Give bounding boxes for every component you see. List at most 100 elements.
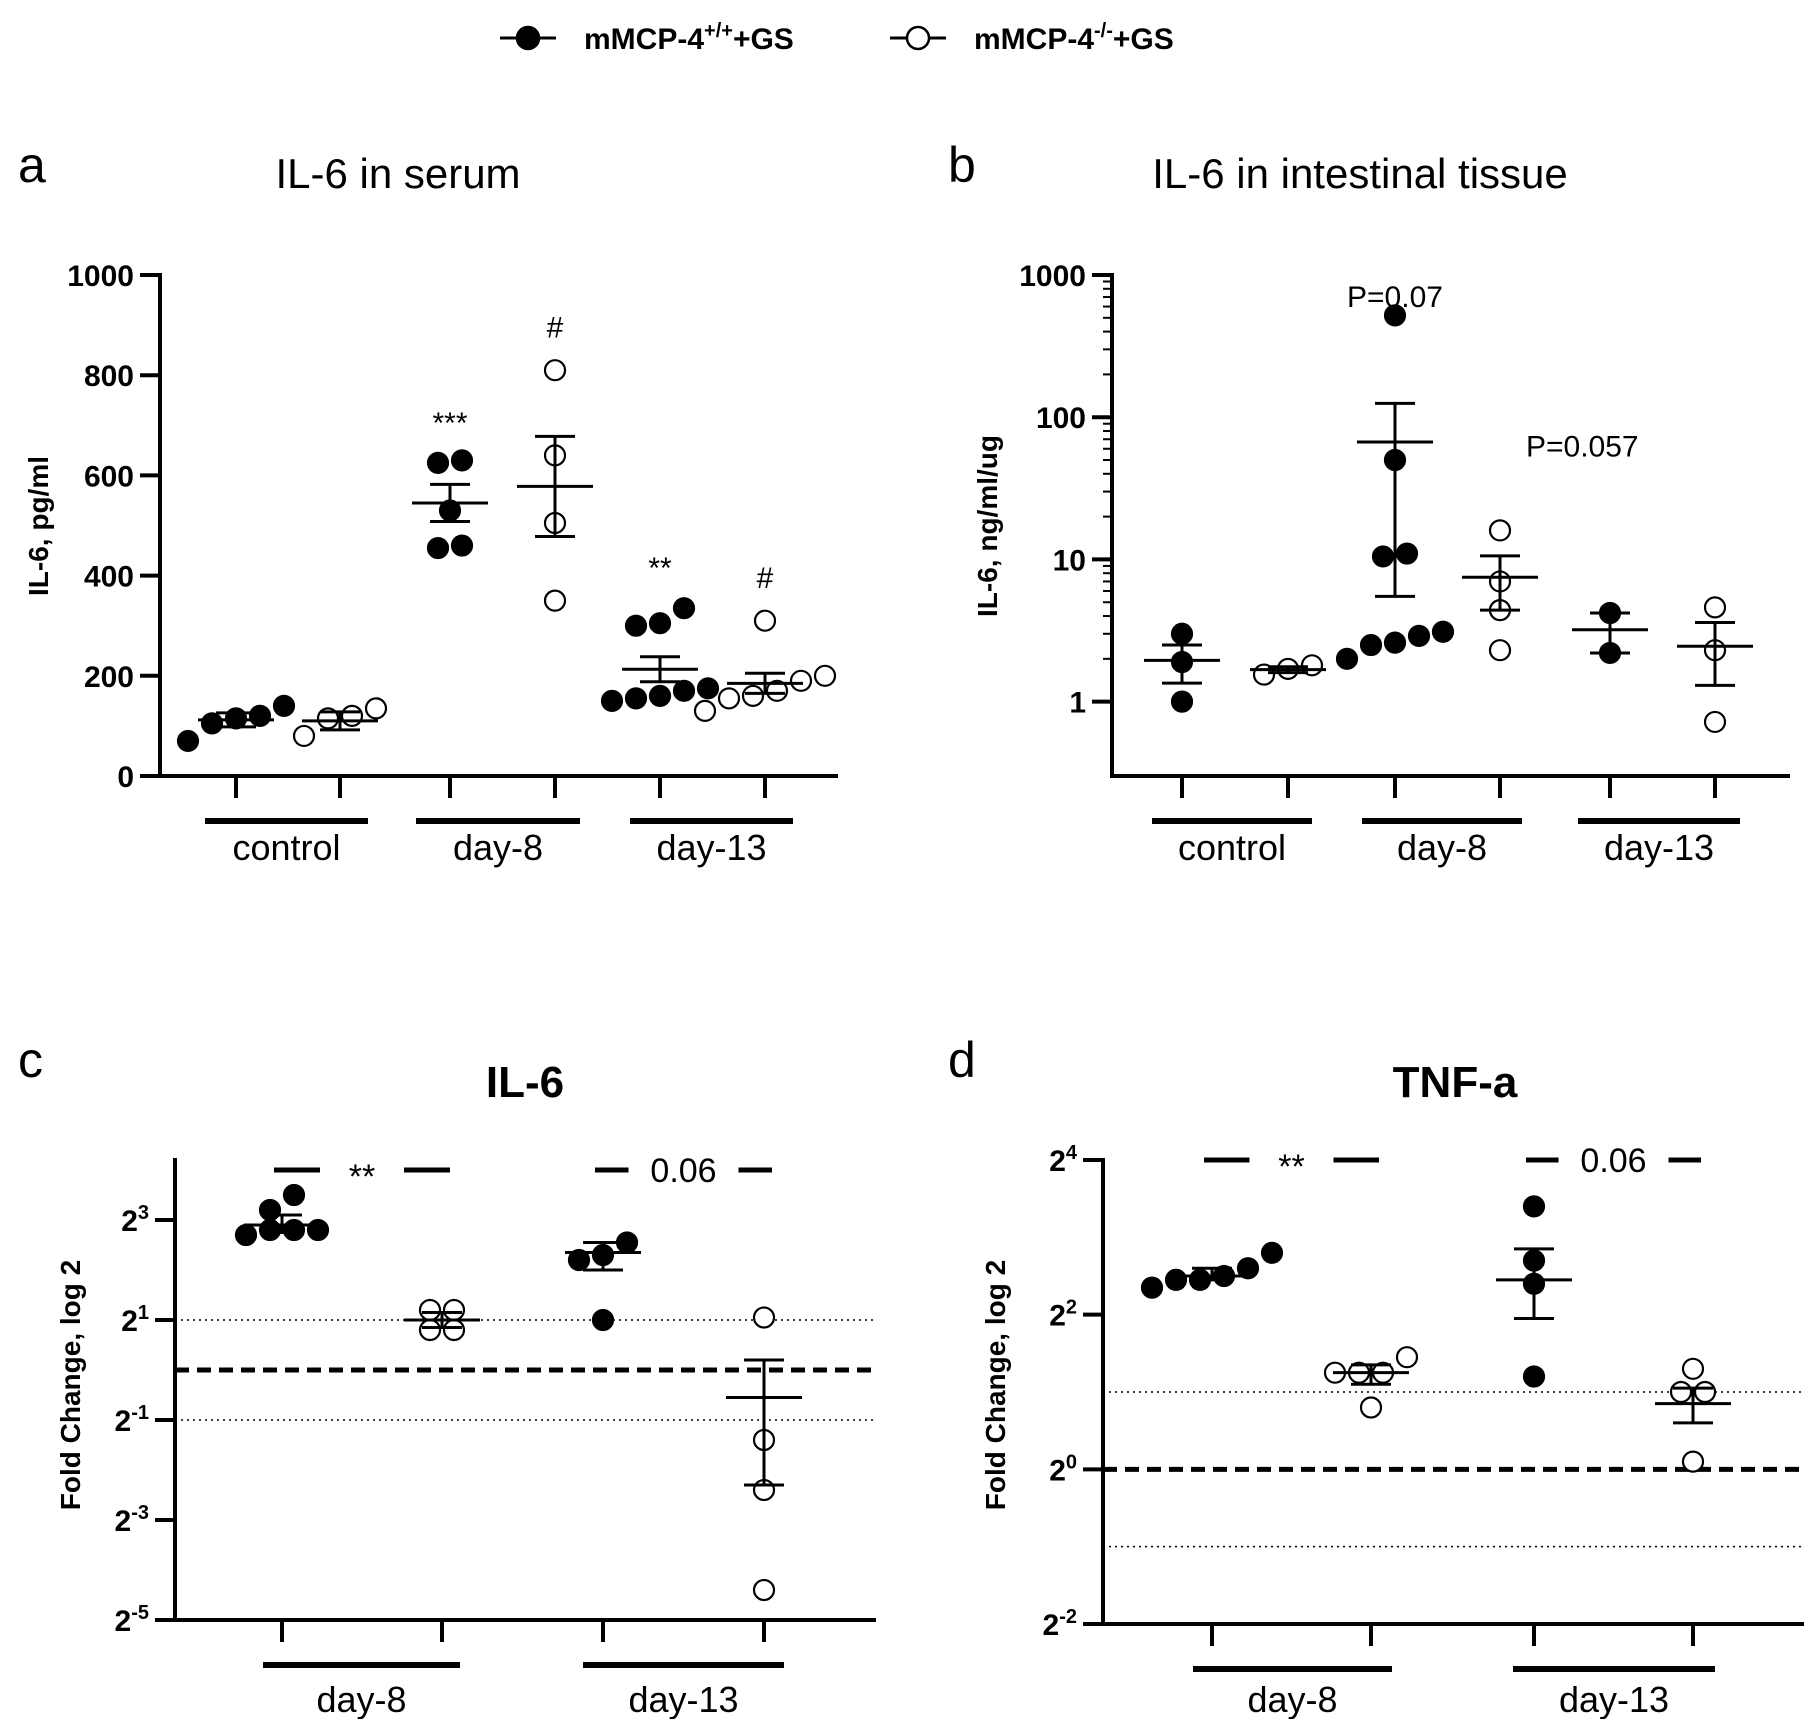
y-tick-base: 1000 — [1019, 260, 1086, 293]
y-tick-label: 0 — [117, 761, 134, 794]
legend-sup: +/+ — [704, 20, 733, 42]
y-tick-base: 2 — [1049, 1300, 1066, 1333]
legend-marker-open-icon — [905, 25, 931, 51]
data-point-filled — [1383, 631, 1407, 654]
data-point-filled — [248, 704, 272, 727]
data-point-filled — [234, 1223, 258, 1247]
y-tick-base: 400 — [84, 561, 134, 594]
data-point-filled — [426, 451, 450, 474]
y-tick-base: 2 — [115, 1605, 132, 1638]
y-tick-label: 1000 — [1019, 260, 1086, 293]
significance-annotation: ** — [648, 552, 672, 585]
y-tick-base: 2 — [1049, 1145, 1066, 1178]
legend-label: mMCP-4+/++GS — [584, 20, 794, 56]
y-tick-base: 600 — [84, 460, 134, 493]
y-tick-exponent: 1 — [138, 1302, 149, 1324]
data-point-open — [442, 1318, 466, 1342]
chart-title: IL-6 in serum — [275, 150, 520, 197]
data-point-filled — [1431, 620, 1455, 643]
data-point-filled — [176, 729, 200, 753]
data-point-filled — [1395, 542, 1419, 565]
data-point-open — [813, 664, 837, 687]
comparison-label: 0.06 — [1580, 1142, 1646, 1180]
data-point-filled — [450, 534, 474, 557]
y-tick-label: 2-3 — [115, 1502, 149, 1538]
data-point-open — [1681, 1450, 1705, 1473]
y-tick-label: 600 — [84, 460, 134, 493]
panel-letter: c — [18, 1032, 43, 1088]
group-label: day-13 — [1604, 827, 1714, 868]
y-tick-label: 21 — [121, 1302, 149, 1338]
y-tick-label: 23 — [121, 1202, 149, 1238]
group-label: day-8 — [453, 827, 543, 868]
comparison-label: ** — [349, 1158, 375, 1196]
data-point-open — [1703, 710, 1727, 734]
data-point-filled — [272, 694, 296, 717]
data-point-open — [543, 359, 567, 382]
data-point-filled — [1359, 633, 1383, 657]
data-point-open — [741, 684, 765, 707]
legend-marker-filled-icon — [515, 25, 541, 51]
data-point-open — [753, 609, 777, 632]
significance-annotation: # — [547, 312, 564, 345]
data-point-filled — [672, 597, 696, 620]
data-point-open — [789, 669, 813, 692]
data-point-filled — [600, 689, 624, 712]
data-point-open — [543, 589, 567, 612]
data-point-open — [752, 1578, 776, 1602]
y-tick-base: 2 — [115, 1405, 132, 1438]
data-point-filled — [1522, 1365, 1546, 1388]
data-point-open — [292, 724, 316, 748]
y-tick-label: 2-5 — [115, 1602, 149, 1638]
significance-annotation: # — [757, 562, 774, 595]
y-tick-exponent: 3 — [138, 1202, 149, 1224]
legend-label: mMCP-4-/-+GS — [974, 20, 1174, 56]
data-point-open — [1359, 1396, 1383, 1419]
data-point-open — [717, 687, 741, 710]
y-tick-exponent: -3 — [131, 1502, 149, 1524]
data-point-open — [340, 704, 364, 727]
y-tick-base: 1000 — [67, 260, 134, 293]
comparison-label: ** — [1278, 1148, 1304, 1186]
y-tick-label: 400 — [84, 561, 134, 594]
y-tick-exponent: 4 — [1066, 1142, 1078, 1164]
y-tick-exponent: -5 — [131, 1602, 149, 1624]
y-tick-exponent: -1 — [131, 1402, 149, 1424]
group-label: control — [232, 827, 340, 868]
data-point-open — [693, 699, 717, 722]
legend-item: mMCP-4+/++GS — [500, 20, 794, 56]
data-point-filled — [450, 449, 474, 472]
y-axis-label: Fold Change, log 2 — [55, 1260, 86, 1510]
data-point-open — [418, 1298, 442, 1322]
y-tick-base: 1 — [1069, 687, 1086, 720]
data-point-filled — [1371, 545, 1395, 568]
y-tick-label: 2-2 — [1043, 1606, 1077, 1642]
data-point-filled — [624, 614, 648, 637]
y-tick-label: 1000 — [67, 260, 134, 293]
y-tick-base: 10 — [1053, 544, 1086, 577]
data-point-filled — [258, 1218, 282, 1242]
significance-annotation: P=0.07 — [1347, 281, 1443, 314]
panel-letter: a — [18, 137, 46, 193]
data-point-filled — [648, 612, 672, 635]
group-label: day-13 — [628, 1679, 738, 1719]
data-point-open — [442, 1298, 466, 1322]
data-point-open — [418, 1318, 442, 1342]
y-tick-label: 100 — [1036, 402, 1086, 435]
y-tick-label: 1 — [1069, 687, 1086, 720]
group-label: day-8 — [1247, 1679, 1337, 1719]
data-point-open — [1395, 1346, 1419, 1369]
group-label: day-8 — [316, 1679, 406, 1719]
data-point-open — [752, 1306, 776, 1329]
data-point-open — [364, 697, 388, 720]
data-point-open — [1693, 1380, 1717, 1404]
data-point-open — [1703, 596, 1727, 619]
data-point-filled — [1335, 647, 1359, 670]
y-tick-label: 20 — [1049, 1451, 1077, 1487]
y-tick-label: 24 — [1049, 1142, 1078, 1178]
data-point-filled — [1407, 624, 1431, 647]
data-point-open — [1488, 639, 1512, 662]
data-point-filled — [672, 679, 696, 702]
chart-title: IL-6 in intestinal tissue — [1152, 150, 1568, 197]
